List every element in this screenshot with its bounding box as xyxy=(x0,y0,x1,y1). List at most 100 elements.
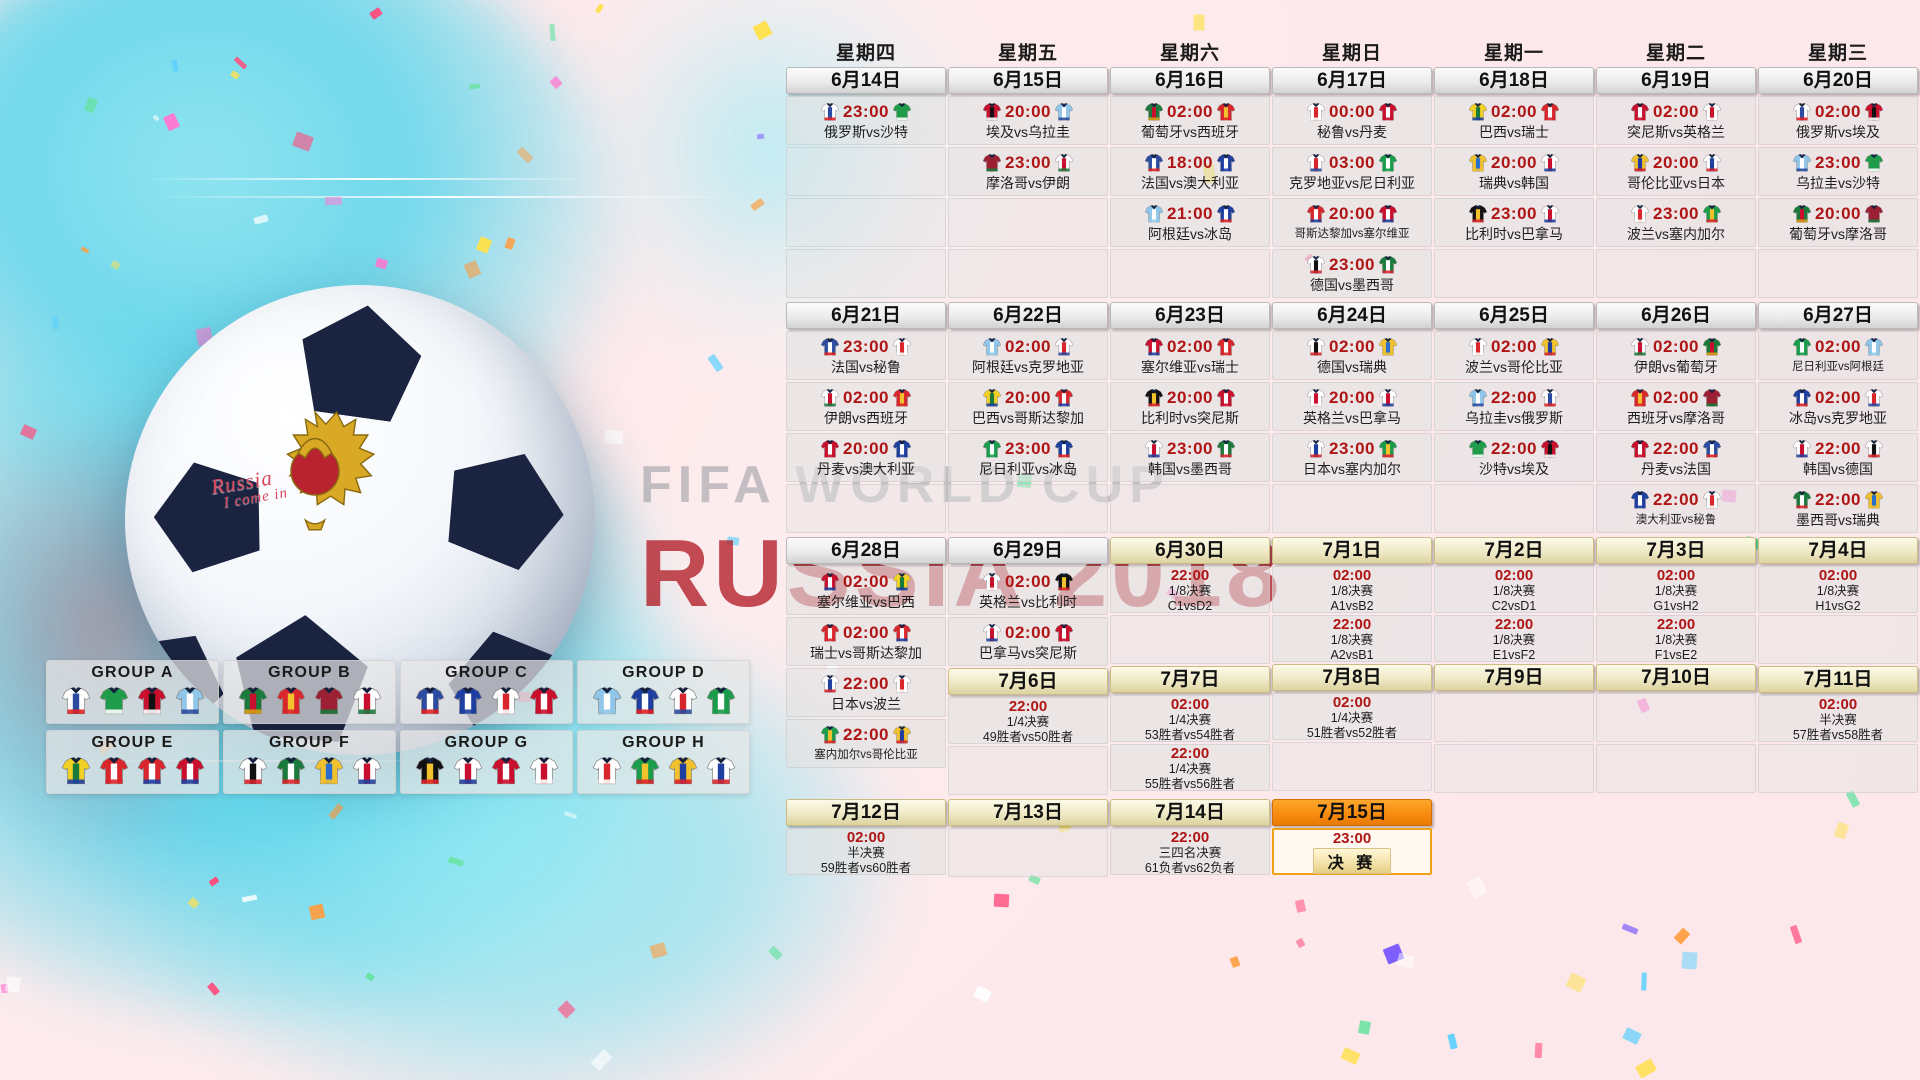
match-cell[interactable]: 21:00 阿根廷vs冰岛 xyxy=(1110,198,1270,247)
knockout-cell[interactable]: 22:00 三四名决赛 61负者vs62负者 xyxy=(1110,828,1270,875)
knockout-cell[interactable]: 02:00 1/8决赛 H1vsG2 xyxy=(1758,566,1918,613)
knockout-cell[interactable]: 22:00 1/4决赛 49胜者vs50胜者 xyxy=(948,697,1108,744)
match-cell[interactable]: 23:00 乌拉圭vs沙特 xyxy=(1758,147,1918,196)
group-panel[interactable]: GROUP C xyxy=(400,660,573,724)
match-cell[interactable]: 23:00 日本vs塞内加尔 xyxy=(1272,433,1432,482)
day-header[interactable]: 6月21日 xyxy=(786,302,946,329)
day-header[interactable]: 7月1日 xyxy=(1272,537,1432,564)
day-header[interactable]: 7月8日 xyxy=(1272,664,1432,691)
match-cell[interactable]: 02:00 瑞士vs哥斯达黎加 xyxy=(786,617,946,666)
match-cell[interactable]: 02:00 塞尔维亚vs瑞士 xyxy=(1110,331,1270,380)
day-header[interactable]: 6月17日 xyxy=(1272,67,1432,94)
match-cell[interactable]: 22:00 墨西哥vs瑞典 xyxy=(1758,484,1918,533)
day-header[interactable]: 7月11日 xyxy=(1758,666,1918,693)
match-cell[interactable]: 22:00 丹麦vs法国 xyxy=(1596,433,1756,482)
group-panel[interactable]: GROUP E xyxy=(46,730,219,794)
match-cell[interactable]: 02:00 巴西vs瑞士 xyxy=(1434,96,1594,145)
knockout-cell[interactable]: 02:00 1/8决赛 G1vsH2 xyxy=(1596,566,1756,613)
knockout-cell[interactable]: 02:00 半决赛 59胜者vs60胜者 xyxy=(786,828,946,875)
group-panel[interactable]: GROUP G xyxy=(400,730,573,794)
knockout-cell[interactable]: 02:00 1/8决赛 A1vsB2 xyxy=(1272,566,1432,613)
day-header[interactable]: 6月30日 xyxy=(1110,537,1270,564)
match-cell[interactable]: 02:00 突尼斯vs英格兰 xyxy=(1596,96,1756,145)
match-cell[interactable]: 02:00 德国vs瑞典 xyxy=(1272,331,1432,380)
group-panel[interactable]: GROUP F xyxy=(223,730,396,794)
day-header[interactable]: 6月23日 xyxy=(1110,302,1270,329)
day-header[interactable]: 6月14日 xyxy=(786,67,946,94)
match-cell[interactable]: 02:00 俄罗斯vs埃及 xyxy=(1758,96,1918,145)
day-header[interactable]: 7月14日 xyxy=(1110,799,1270,826)
day-header[interactable]: 7月2日 xyxy=(1434,537,1594,564)
match-cell[interactable]: 20:00 埃及vs乌拉圭 xyxy=(948,96,1108,145)
match-cell[interactable]: 23:00 韩国vs墨西哥 xyxy=(1110,433,1270,482)
day-header[interactable]: 7月6日 xyxy=(948,668,1108,695)
match-cell[interactable]: 22:00 日本vs波兰 xyxy=(786,668,946,717)
match-cell[interactable]: 20:00 丹麦vs澳大利亚 xyxy=(786,433,946,482)
day-header[interactable]: 6月25日 xyxy=(1434,302,1594,329)
day-header[interactable]: 6月16日 xyxy=(1110,67,1270,94)
match-cell[interactable]: 02:00 尼日利亚vs阿根廷 xyxy=(1758,331,1918,380)
group-panel[interactable]: GROUP H xyxy=(577,730,750,794)
match-cell[interactable]: 20:00 葡萄牙vs摩洛哥 xyxy=(1758,198,1918,247)
day-header[interactable]: 6月15日 xyxy=(948,67,1108,94)
knockout-cell[interactable]: 02:00 半决赛 57胜者vs58胜者 xyxy=(1758,695,1918,742)
knockout-cell[interactable]: 22:00 1/8决赛 C1vsD2 xyxy=(1110,566,1270,613)
group-panel[interactable]: GROUP B xyxy=(223,660,396,724)
knockout-cell[interactable]: 02:00 1/4决赛 51胜者vs52胜者 xyxy=(1272,693,1432,740)
match-cell[interactable]: 02:00 葡萄牙vs西班牙 xyxy=(1110,96,1270,145)
match-cell[interactable]: 23:00 摩洛哥vs伊朗 xyxy=(948,147,1108,196)
group-panel[interactable]: GROUP D xyxy=(577,660,750,724)
match-cell[interactable]: 22:00 乌拉圭vs俄罗斯 xyxy=(1434,382,1594,431)
knockout-cell[interactable]: 22:00 1/8决赛 A2vsB1 xyxy=(1272,615,1432,662)
match-cell[interactable]: 23:00 比利时vs巴拿马 xyxy=(1434,198,1594,247)
match-cell[interactable]: 20:00 哥斯达黎加vs塞尔维亚 xyxy=(1272,198,1432,247)
match-cell[interactable]: 23:00 尼日利亚vs冰岛 xyxy=(948,433,1108,482)
match-cell[interactable]: 23:00 波兰vs塞内加尔 xyxy=(1596,198,1756,247)
day-header[interactable]: 6月20日 xyxy=(1758,67,1918,94)
day-header[interactable]: 6月18日 xyxy=(1434,67,1594,94)
match-cell[interactable]: 18:00 法国vs澳大利亚 xyxy=(1110,147,1270,196)
match-cell[interactable]: 23:00 法国vs秘鲁 xyxy=(786,331,946,380)
group-panel[interactable]: GROUP A xyxy=(46,660,219,724)
match-cell[interactable]: 22:00 沙特vs埃及 xyxy=(1434,433,1594,482)
match-cell[interactable]: 22:00 韩国vs德国 xyxy=(1758,433,1918,482)
knockout-cell[interactable]: 02:00 1/8决赛 C2vsD1 xyxy=(1434,566,1594,613)
match-cell[interactable]: 22:00 塞内加尔vs哥伦比亚 xyxy=(786,719,946,768)
day-header[interactable]: 6月28日 xyxy=(786,537,946,564)
match-cell[interactable]: 20:00 瑞典vs韩国 xyxy=(1434,147,1594,196)
day-header[interactable]: 7月13日 xyxy=(948,799,1108,826)
match-cell[interactable]: 02:00 伊朗vs西班牙 xyxy=(786,382,946,431)
match-cell[interactable]: 02:00 西班牙vs摩洛哥 xyxy=(1596,382,1756,431)
day-header[interactable]: 7月10日 xyxy=(1596,664,1756,691)
day-header[interactable]: 6月26日 xyxy=(1596,302,1756,329)
day-header[interactable]: 6月24日 xyxy=(1272,302,1432,329)
match-cell[interactable]: 20:00 巴西vs哥斯达黎加 xyxy=(948,382,1108,431)
match-cell[interactable]: 02:00 阿根廷vs克罗地亚 xyxy=(948,331,1108,380)
day-header[interactable]: 7月3日 xyxy=(1596,537,1756,564)
match-cell[interactable]: 02:00 英格兰vs比利时 xyxy=(948,566,1108,615)
knockout-cell[interactable]: 22:00 1/8决赛 E1vsF2 xyxy=(1434,615,1594,662)
match-cell[interactable]: 00:00 秘鲁vs丹麦 xyxy=(1272,96,1432,145)
final-match-cell[interactable]: 23:00 决 赛 xyxy=(1272,828,1432,875)
match-cell[interactable]: 02:00 冰岛vs克罗地亚 xyxy=(1758,382,1918,431)
day-header[interactable]: 7月15日 xyxy=(1272,799,1432,826)
match-cell[interactable]: 02:00 巴拿马vs突尼斯 xyxy=(948,617,1108,666)
match-cell[interactable]: 02:00 波兰vs哥伦比亚 xyxy=(1434,331,1594,380)
match-cell[interactable]: 20:00 比利时vs突尼斯 xyxy=(1110,382,1270,431)
match-cell[interactable]: 20:00 哥伦比亚vs日本 xyxy=(1596,147,1756,196)
day-header[interactable]: 6月19日 xyxy=(1596,67,1756,94)
match-cell[interactable]: 23:00 俄罗斯vs沙特 xyxy=(786,96,946,145)
match-cell[interactable]: 23:00 德国vs墨西哥 xyxy=(1272,249,1432,298)
day-header[interactable]: 7月9日 xyxy=(1434,664,1594,691)
knockout-cell[interactable]: 02:00 1/4决赛 53胜者vs54胜者 xyxy=(1110,695,1270,742)
day-header[interactable]: 7月4日 xyxy=(1758,537,1918,564)
knockout-cell[interactable]: 22:00 1/8决赛 F1vsE2 xyxy=(1596,615,1756,662)
day-header[interactable]: 7月12日 xyxy=(786,799,946,826)
match-cell[interactable]: 02:00 伊朗vs葡萄牙 xyxy=(1596,331,1756,380)
match-cell[interactable]: 22:00 澳大利亚vs秘鲁 xyxy=(1596,484,1756,533)
match-cell[interactable]: 20:00 英格兰vs巴拿马 xyxy=(1272,382,1432,431)
match-cell[interactable]: 02:00 塞尔维亚vs巴西 xyxy=(786,566,946,615)
day-header[interactable]: 6月27日 xyxy=(1758,302,1918,329)
match-cell[interactable]: 03:00 克罗地亚vs尼日利亚 xyxy=(1272,147,1432,196)
day-header[interactable]: 7月7日 xyxy=(1110,666,1270,693)
